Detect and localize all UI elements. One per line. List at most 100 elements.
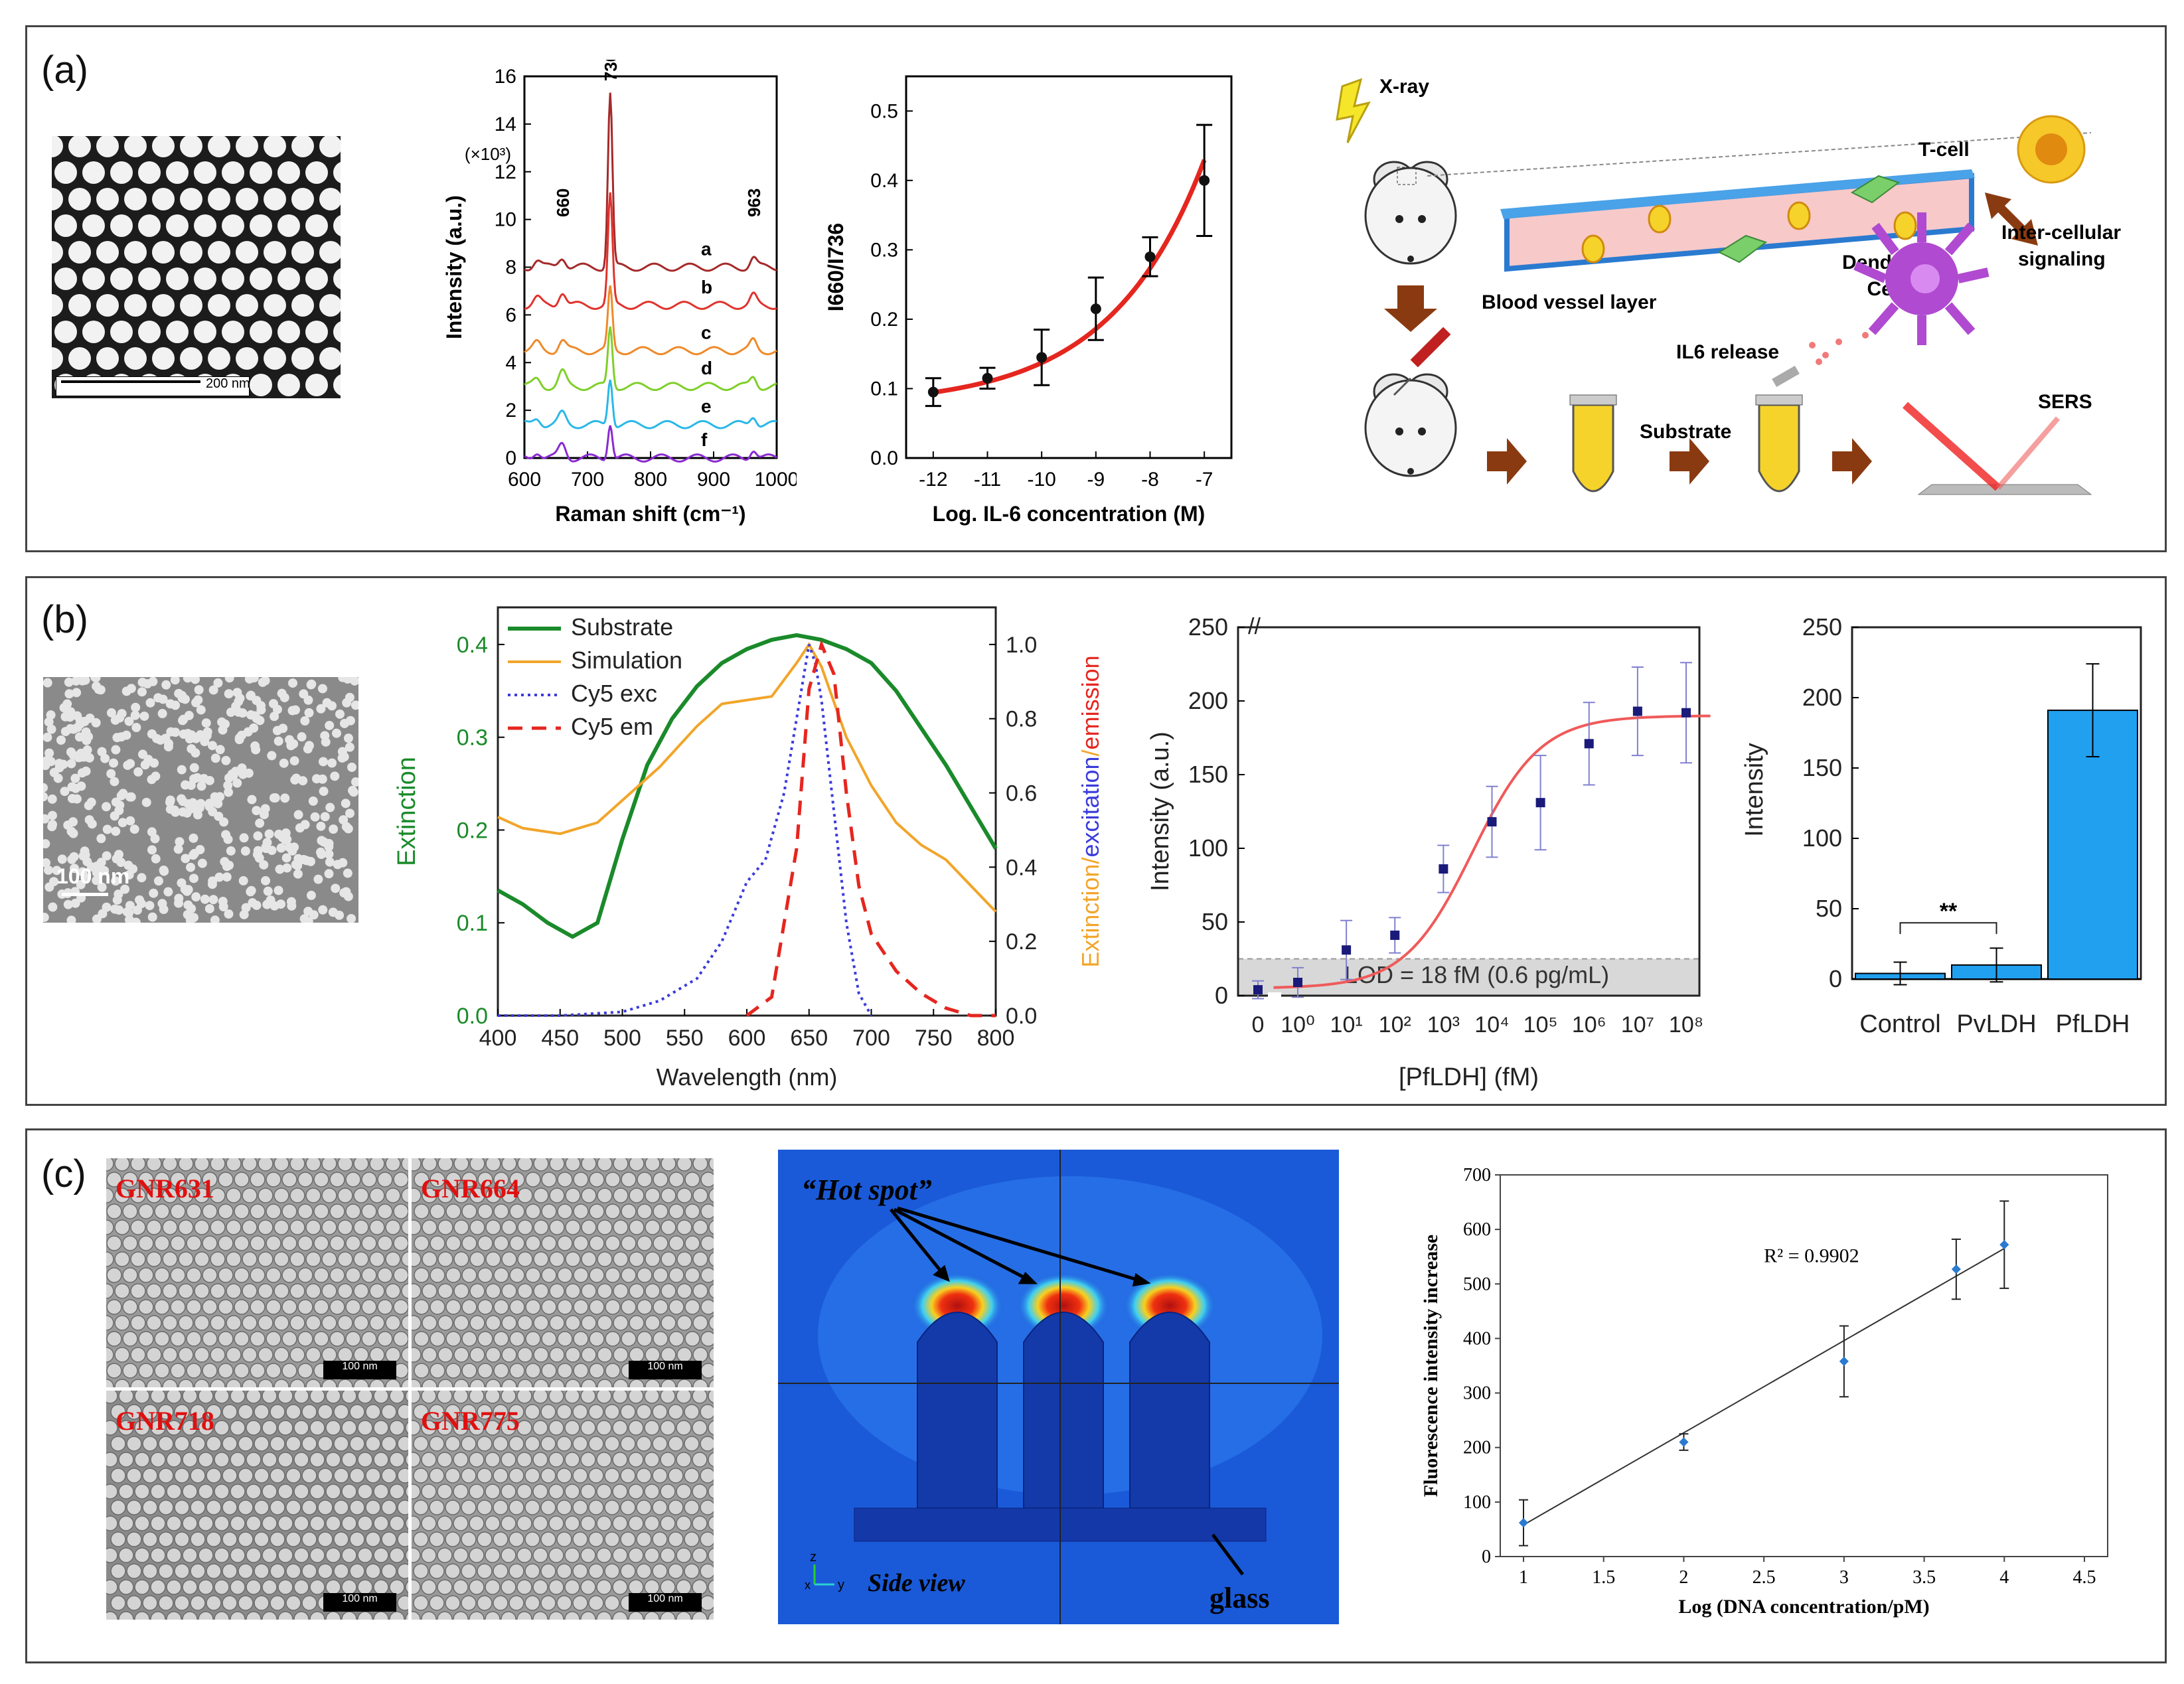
nanorod-particle xyxy=(106,1158,114,1172)
nanorod-particle xyxy=(668,1299,684,1315)
nanorod-particle xyxy=(277,1452,293,1468)
nanorod-particle xyxy=(238,1404,254,1420)
nanoparticle xyxy=(264,829,274,839)
nanorod-particle xyxy=(134,1452,150,1468)
nanorod-particle xyxy=(549,1315,565,1331)
nanorod-particle xyxy=(661,1315,676,1331)
nanorod-particle xyxy=(222,1595,238,1611)
nanoparticle xyxy=(133,767,143,777)
nanorod-particle xyxy=(190,1436,206,1452)
nanorod-particle xyxy=(645,1315,661,1331)
y2-tick-label: 0.2 xyxy=(1006,929,1037,955)
nanorod-particle xyxy=(349,1531,365,1547)
nanorod-particle xyxy=(477,1404,493,1420)
nanorod-particle xyxy=(182,1391,198,1404)
nanorod-particle xyxy=(541,1331,557,1347)
nanorod-particle xyxy=(317,1531,333,1547)
data-point xyxy=(1253,985,1263,995)
data-point xyxy=(1535,798,1545,808)
y-tick-label: 100 xyxy=(1188,834,1228,862)
nanorod-particle xyxy=(445,1595,461,1611)
nanorod-particle xyxy=(516,1391,532,1404)
nanorod-particle xyxy=(210,1251,226,1267)
nanoparticle xyxy=(56,735,66,745)
y-tick-label: 250 xyxy=(1188,613,1228,641)
nanorod-particle xyxy=(422,1283,437,1299)
nanorod-particle xyxy=(429,1235,445,1251)
nanorod-particle xyxy=(178,1347,194,1363)
nanorod-particle xyxy=(218,1299,234,1315)
nanorod-particle xyxy=(605,1363,621,1379)
nanorod-particle xyxy=(645,1379,661,1387)
nanoparticle xyxy=(277,321,300,343)
nanorod-particle xyxy=(485,1315,501,1331)
nanorod-particle xyxy=(588,1531,604,1547)
nanorod-particle xyxy=(194,1187,210,1203)
nanoparticle xyxy=(52,136,63,157)
nanorod-particle xyxy=(661,1379,676,1387)
nanorod-particle xyxy=(588,1404,604,1420)
nanoparticle xyxy=(204,799,214,808)
nanorod-particle xyxy=(293,1611,309,1620)
nanoparticle xyxy=(200,737,210,747)
nanorod-particle xyxy=(345,1267,361,1283)
nanorod-particle xyxy=(301,1595,317,1611)
nanorod-particle xyxy=(365,1468,381,1484)
nanoparticle xyxy=(250,321,272,343)
nanorod-particle xyxy=(485,1420,501,1436)
nanorod-particle xyxy=(422,1315,437,1331)
nanorod-particle xyxy=(613,1158,629,1172)
nanorod-particle xyxy=(190,1404,206,1420)
nanoparticle xyxy=(252,850,262,860)
nanorod-particle xyxy=(166,1484,182,1499)
label-tcell: T-cell xyxy=(1918,139,1970,161)
nanorod-particle xyxy=(629,1283,645,1299)
y2-tick-label: 1.0 xyxy=(1006,633,1037,658)
nanorod-particle xyxy=(533,1379,549,1387)
y2-label-part: emission xyxy=(1077,655,1104,749)
nanoparticle xyxy=(318,905,328,915)
nanorod-particle xyxy=(226,1379,242,1387)
nanoparticle xyxy=(272,726,282,735)
r-squared-label: R² = 0.9902 xyxy=(1764,1245,1859,1266)
nanorod-particle xyxy=(309,1484,325,1499)
nanorod-particle xyxy=(637,1299,653,1315)
y-tick-label: 12 xyxy=(495,161,516,183)
nanorod-particle xyxy=(708,1420,714,1436)
nanorod-particle xyxy=(708,1515,714,1531)
nanorod-particle xyxy=(660,1515,676,1531)
nanorod-particle xyxy=(202,1363,218,1379)
nanoparticle xyxy=(125,901,135,911)
nanoparticle xyxy=(96,294,119,317)
nanorod-particle xyxy=(365,1436,381,1452)
nanorod-particle xyxy=(692,1484,708,1499)
y-tick-label: 250 xyxy=(1802,613,1842,641)
nanorod-particle xyxy=(110,1436,126,1452)
nanoparticle xyxy=(166,268,189,290)
nanorod-particle xyxy=(369,1158,385,1172)
nanorod-particle xyxy=(644,1452,660,1468)
series-label-a: a xyxy=(701,239,712,260)
label-xray: X-ray xyxy=(1379,76,1429,98)
nanorod-particle xyxy=(166,1452,182,1468)
nanorod-particle xyxy=(684,1499,700,1515)
nanorod-particle xyxy=(628,1515,644,1531)
nanorod-particle xyxy=(661,1158,676,1172)
peak-label: 660 xyxy=(553,189,573,217)
x-tick-label: 10⁴ xyxy=(1474,1012,1509,1037)
nanoparticle xyxy=(291,347,314,370)
nanorod-particle xyxy=(170,1299,186,1315)
y-tick-label: 400 xyxy=(1463,1328,1491,1349)
nanorod-particle xyxy=(337,1251,353,1267)
nanoparticle xyxy=(301,856,311,866)
nanorod-particle xyxy=(126,1436,142,1452)
nanoparticle xyxy=(194,685,204,695)
nanorod-particle xyxy=(589,1172,605,1187)
nanorod-particle xyxy=(381,1436,397,1452)
nanorod-particle xyxy=(285,1468,301,1484)
nanorod-particle xyxy=(636,1404,652,1420)
nanorod-particle xyxy=(130,1158,146,1172)
nanoparticle xyxy=(180,136,202,157)
nanorod-particle xyxy=(285,1563,301,1579)
nanorod-particle xyxy=(385,1347,401,1363)
